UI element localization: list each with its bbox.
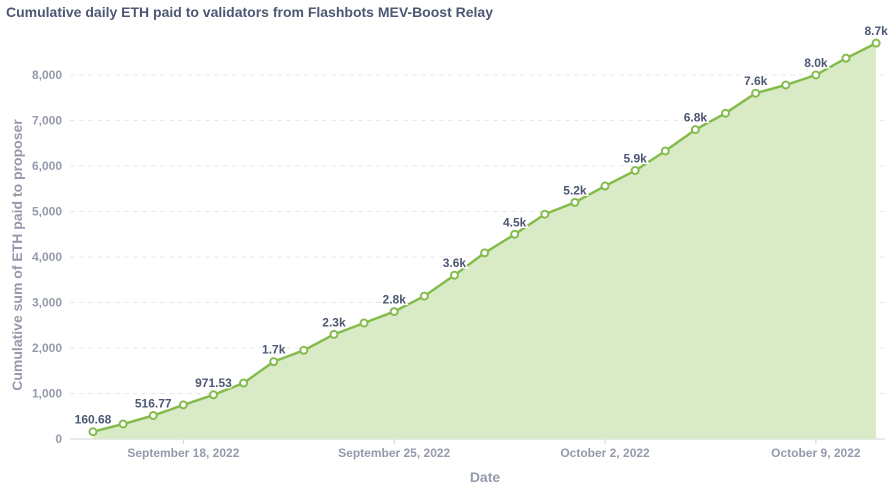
y-tick-label: 2,000 <box>32 341 62 355</box>
x-tick-label: September 25, 2022 <box>338 446 450 460</box>
data-label: 6.8k <box>684 111 708 125</box>
data-label: 7.6k <box>744 74 768 88</box>
data-point <box>239 378 249 388</box>
data-point <box>178 400 188 410</box>
data-label: 516.77 <box>135 396 172 410</box>
area-fill <box>93 43 877 439</box>
data-point <box>871 38 881 48</box>
data-point <box>208 390 218 400</box>
data-point <box>389 307 399 317</box>
y-tick-label: 5,000 <box>32 205 62 219</box>
data-point <box>690 125 700 135</box>
data-label: 8.7k <box>864 24 888 38</box>
data-point <box>751 88 761 98</box>
data-point <box>359 318 369 328</box>
data-point <box>660 146 670 156</box>
data-point <box>449 270 459 280</box>
data-label: 2.8k <box>383 293 407 307</box>
data-point <box>570 197 580 207</box>
data-label: 5.9k <box>623 152 647 166</box>
data-label: 5.2k <box>563 183 587 197</box>
x-axis-label: Date <box>470 469 501 485</box>
data-label: 4.5k <box>503 215 527 229</box>
x-tick-label: October 2, 2022 <box>560 446 650 460</box>
y-tick-label: 1,000 <box>32 387 62 401</box>
data-label: 971.53 <box>195 376 232 390</box>
data-point <box>510 229 520 239</box>
data-label: 3.6k <box>443 256 467 270</box>
y-tick-label: 8,000 <box>32 68 62 82</box>
data-label: 1.7k <box>262 343 286 357</box>
data-point <box>841 53 851 63</box>
y-tick-label: 4,000 <box>32 250 62 264</box>
data-point <box>118 419 128 429</box>
data-point <box>781 80 791 90</box>
x-tick-label: October 9, 2022 <box>771 446 861 460</box>
y-tick-label: 7,000 <box>32 114 62 128</box>
data-point <box>721 108 731 118</box>
data-point <box>600 181 610 191</box>
chart-title: Cumulative daily ETH paid to validators … <box>6 4 493 20</box>
data-point <box>540 209 550 219</box>
y-tick-label: 3,000 <box>32 296 62 310</box>
y-tick-label: 0 <box>55 432 62 446</box>
x-tick-label: September 18, 2022 <box>127 446 239 460</box>
data-point <box>630 166 640 176</box>
data-point <box>811 70 821 80</box>
y-axis-label: Cumulative sum of ETH paid to proposer <box>9 119 25 391</box>
y-tick-label: 6,000 <box>32 159 62 173</box>
data-label: 160.68 <box>75 413 112 427</box>
data-point <box>269 357 279 367</box>
data-label: 8.0k <box>804 56 828 70</box>
data-point <box>88 427 98 437</box>
data-point <box>148 410 158 420</box>
data-point <box>419 291 429 301</box>
data-label: 2.3k <box>322 315 346 329</box>
data-point <box>299 345 309 355</box>
data-point <box>480 248 490 258</box>
data-point <box>329 329 339 339</box>
